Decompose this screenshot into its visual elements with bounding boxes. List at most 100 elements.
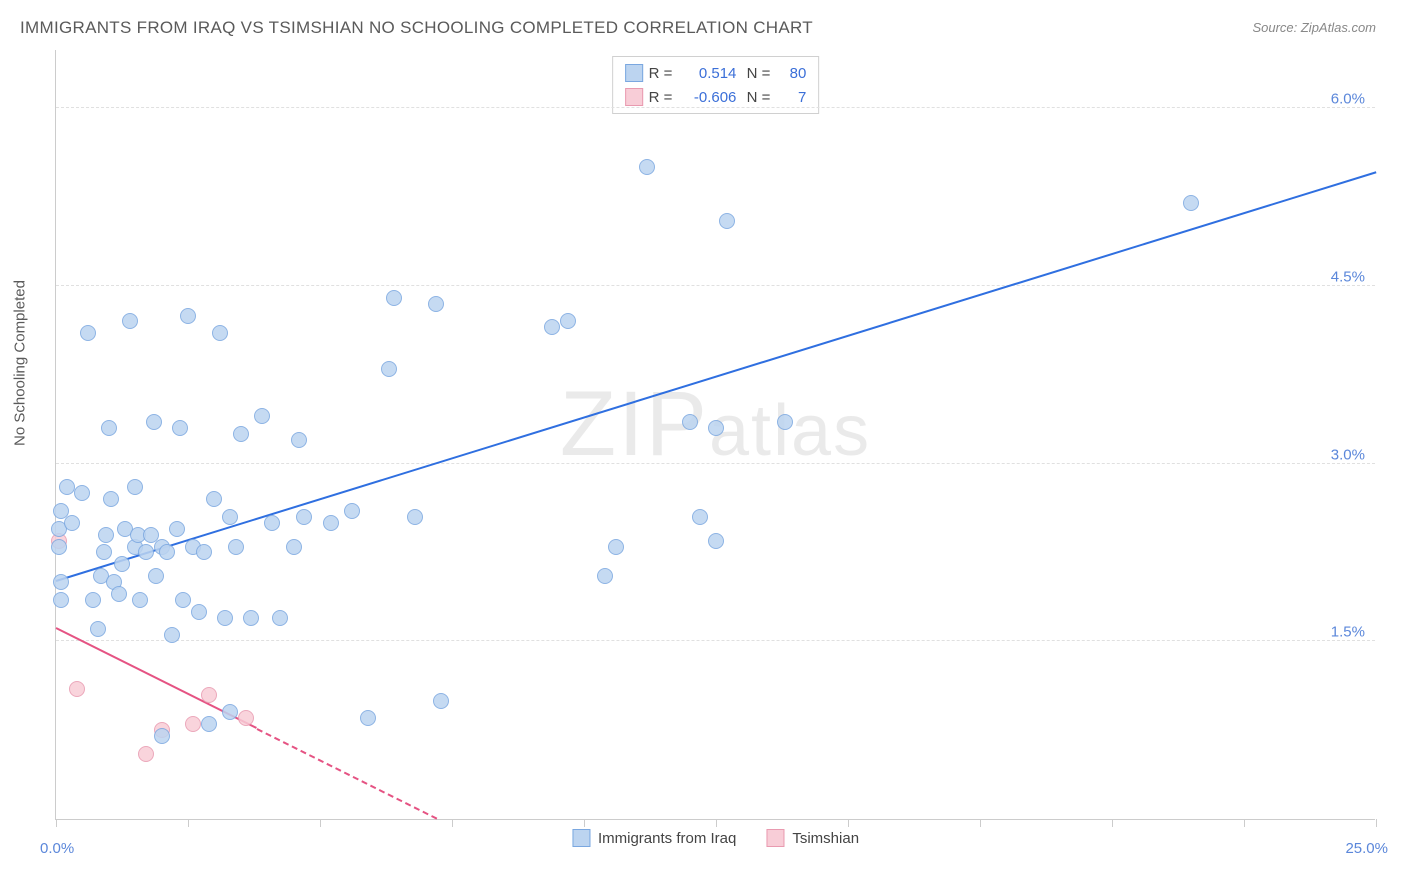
chart-container: IMMIGRANTS FROM IRAQ VS TSIMSHIAN NO SCH… <box>0 0 1406 892</box>
data-point <box>154 728 170 744</box>
data-point <box>222 509 238 525</box>
data-point <box>344 503 360 519</box>
x-tick <box>1376 819 1377 827</box>
data-point <box>201 716 217 732</box>
data-point <box>159 544 175 560</box>
data-point <box>212 325 228 341</box>
data-point <box>175 592 191 608</box>
chart-title: IMMIGRANTS FROM IRAQ VS TSIMSHIAN NO SCH… <box>20 18 813 38</box>
data-point <box>201 687 217 703</box>
data-point <box>64 515 80 531</box>
x-tick <box>1112 819 1113 827</box>
trend-line <box>56 171 1377 582</box>
data-point <box>692 509 708 525</box>
data-point <box>196 544 212 560</box>
data-point <box>296 509 312 525</box>
data-point <box>53 592 69 608</box>
legend-r-label-1: R = <box>649 65 673 82</box>
data-point <box>238 710 254 726</box>
swatch-series1-icon <box>572 829 590 847</box>
legend-item-1: Immigrants from Iraq <box>572 829 736 847</box>
data-point <box>360 710 376 726</box>
gridline <box>56 640 1375 641</box>
series-legend: Immigrants from Iraq Tsimshian <box>572 829 859 847</box>
data-point <box>708 533 724 549</box>
data-point <box>286 539 302 555</box>
x-tick <box>320 819 321 827</box>
data-point <box>323 515 339 531</box>
y-axis-label: No Schooling Completed <box>12 280 29 446</box>
legend-n-label-2: N = <box>742 89 770 106</box>
data-point <box>608 539 624 555</box>
data-point <box>127 479 143 495</box>
data-point <box>180 308 196 324</box>
legend-item-2: Tsimshian <box>766 829 859 847</box>
data-point <box>777 414 793 430</box>
swatch-series1 <box>625 64 643 82</box>
y-tick-label: 3.0% <box>1331 446 1365 463</box>
data-point <box>719 213 735 229</box>
correlation-legend: R = 0.514 N = 80 R = -0.606 N = 7 <box>612 56 820 114</box>
data-point <box>233 426 249 442</box>
y-tick-label: 4.5% <box>1331 268 1365 285</box>
swatch-series2-icon <box>766 829 784 847</box>
legend-r-value-1: 0.514 <box>678 65 736 82</box>
data-point <box>206 491 222 507</box>
data-point <box>69 681 85 697</box>
data-point <box>74 485 90 501</box>
data-point <box>291 432 307 448</box>
data-point <box>138 746 154 762</box>
data-point <box>111 586 127 602</box>
gridline <box>56 285 1375 286</box>
data-point <box>96 544 112 560</box>
data-point <box>222 704 238 720</box>
data-point <box>146 414 162 430</box>
swatch-series2 <box>625 88 643 106</box>
y-tick-label: 6.0% <box>1331 91 1365 108</box>
data-point <box>90 621 106 637</box>
data-point <box>185 716 201 732</box>
x-tick <box>1244 819 1245 827</box>
data-point <box>708 420 724 436</box>
data-point <box>51 539 67 555</box>
data-point <box>217 610 233 626</box>
legend-n-label-1: N = <box>742 65 770 82</box>
data-point <box>428 296 444 312</box>
legend-n-value-1: 80 <box>776 65 806 82</box>
legend-n-value-2: 7 <box>776 89 806 106</box>
legend-label-1: Immigrants from Iraq <box>598 830 736 847</box>
x-tick <box>980 819 981 827</box>
data-point <box>132 592 148 608</box>
x-tick <box>848 819 849 827</box>
data-point <box>264 515 280 531</box>
data-point <box>228 539 244 555</box>
data-point <box>138 544 154 560</box>
gridline <box>56 107 1375 108</box>
data-point <box>597 568 613 584</box>
x-tick <box>584 819 585 827</box>
data-point <box>169 521 185 537</box>
data-point <box>682 414 698 430</box>
legend-r-label-2: R = <box>649 89 673 106</box>
data-point <box>272 610 288 626</box>
data-point <box>407 509 423 525</box>
data-point <box>122 313 138 329</box>
legend-r-value-2: -0.606 <box>678 89 736 106</box>
data-point <box>191 604 207 620</box>
data-point <box>114 556 130 572</box>
x-origin-label: 0.0% <box>40 840 74 857</box>
legend-label-2: Tsimshian <box>792 830 859 847</box>
x-tick <box>188 819 189 827</box>
source-label: Source: ZipAtlas.com <box>1252 20 1376 35</box>
x-tick <box>452 819 453 827</box>
data-point <box>172 420 188 436</box>
legend-row-2: R = -0.606 N = 7 <box>625 85 807 109</box>
data-point <box>381 361 397 377</box>
data-point <box>59 479 75 495</box>
data-point <box>101 420 117 436</box>
data-point <box>98 527 114 543</box>
data-point <box>148 568 164 584</box>
x-tick <box>716 819 717 827</box>
x-tick <box>56 819 57 827</box>
trend-line <box>256 728 436 819</box>
